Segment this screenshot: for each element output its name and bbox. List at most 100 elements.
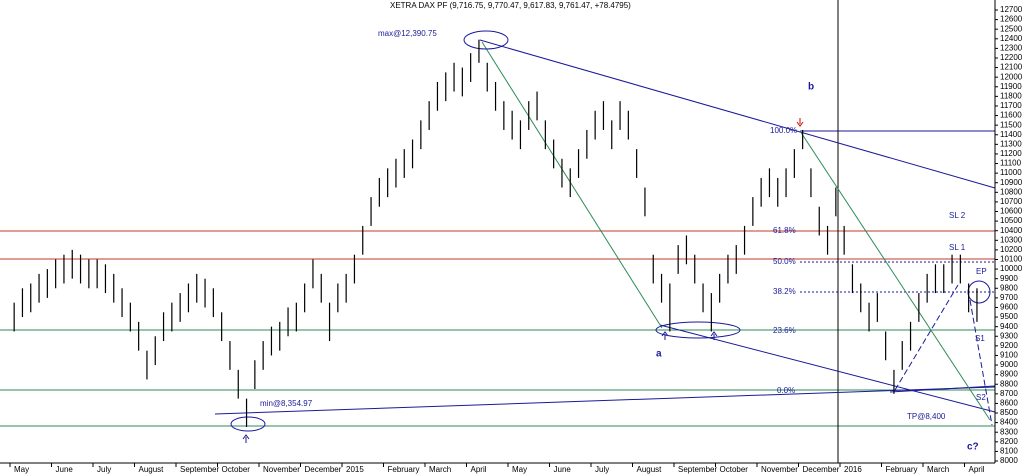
x-tick-label: September [180, 465, 219, 474]
annotation: a [656, 349, 662, 360]
y-tick-label: 8900 [1000, 370, 1018, 379]
y-tick-label: 9400 [1000, 322, 1018, 331]
chart-title: XETRA DAX PF (9,716.75, 9,770.47, 9,617.… [390, 1, 631, 10]
y-tick-label: 8700 [1000, 389, 1018, 398]
y-tick-label: 8600 [1000, 399, 1018, 408]
x-tick-label: 2016 [844, 465, 862, 474]
marker-ellipse [655, 321, 741, 339]
y-tick-label: 12300 [1000, 43, 1023, 52]
y-tick-label: 10700 [1000, 197, 1023, 206]
y-tick-label: 11100 [1000, 159, 1022, 168]
y-tick-label: 12600 [1000, 15, 1023, 24]
fib-label: 50.0% [773, 257, 796, 266]
projection-line [894, 284, 959, 391]
annotation: c? [967, 442, 979, 453]
x-tick-label: April [969, 465, 985, 474]
y-tick-label: 12500 [1000, 24, 1023, 33]
y-tick-label: 11900 [1000, 82, 1022, 91]
arrow [710, 331, 718, 340]
y-tick-label: 11800 [1000, 91, 1022, 100]
y-tick-label: 11300 [1000, 139, 1022, 148]
x-tick-label: November [263, 465, 300, 474]
marker-ellipse [230, 416, 266, 432]
projection-line [969, 299, 993, 426]
y-tick-label: 8200 [1000, 437, 1018, 446]
x-tick-label: 2015 [346, 465, 364, 474]
annotation: TP@8,400 [907, 412, 946, 421]
x-tick-label: April [471, 465, 487, 474]
fib-label: 23.6% [773, 326, 796, 335]
x-tick-label: November [761, 465, 798, 474]
y-tick-label: 11500 [1000, 120, 1022, 129]
x-tick-label: August [139, 465, 165, 474]
y-tick-label: 9800 [1000, 283, 1018, 292]
annotation: SL 2 [949, 211, 966, 220]
y-tick-label: 10900 [1000, 178, 1023, 187]
x-tick-label: May [14, 465, 29, 474]
x-tick-label: December [305, 465, 342, 474]
y-tick-label: 9500 [1000, 312, 1018, 321]
annotation: min@8,354.97 [260, 399, 313, 408]
y-tick-label: 8300 [1000, 427, 1018, 436]
y-tick-label: 9200 [1000, 341, 1018, 350]
x-tick-label: June [56, 465, 74, 474]
x-tick-label: May [512, 465, 527, 474]
annotation: S2 [976, 393, 986, 402]
y-tick-label: 8400 [1000, 418, 1018, 427]
y-tick-label: 11200 [1000, 149, 1022, 158]
x-tick-label: February [886, 465, 918, 474]
fib-label: 100.0% [770, 126, 797, 135]
y-tick-label: 8100 [1000, 447, 1018, 456]
trend-line [659, 324, 996, 413]
marker-circle [967, 280, 991, 304]
x-tick-label: July [97, 465, 111, 474]
y-tick-label: 10500 [1000, 216, 1023, 225]
y-tick-label: 8500 [1000, 408, 1018, 417]
y-tick-label: 11600 [1000, 111, 1022, 120]
y-tick-label: 11700 [1000, 101, 1022, 110]
arrow [661, 331, 669, 340]
y-tick-label: 10100 [1000, 255, 1023, 264]
y-tick-label: 9000 [1000, 360, 1018, 369]
y-tick-label: 11000 [1000, 168, 1022, 177]
y-tick-label: 10800 [1000, 187, 1023, 196]
y-tick-label: 11400 [1000, 130, 1022, 139]
trend-line [889, 385, 996, 393]
y-tick-label: 9600 [1000, 303, 1018, 312]
trend-line [479, 39, 996, 189]
y-tick-label: 10400 [1000, 226, 1023, 235]
y-tick-label: 10600 [1000, 207, 1023, 216]
y-tick-label: 9700 [1000, 293, 1018, 302]
y-tick-label: 10000 [1000, 264, 1023, 273]
fib-label: 61.8% [773, 226, 796, 235]
y-tick-label: 9100 [1000, 351, 1018, 360]
annotation: max@12,390.75 [378, 29, 437, 38]
y-tick-label: 10300 [1000, 235, 1023, 244]
arrow [796, 118, 804, 127]
y-tick-label: 9900 [1000, 274, 1018, 283]
x-tick-label: July [595, 465, 609, 474]
fib-label: 38.2% [773, 287, 796, 296]
arrow [242, 434, 250, 443]
x-tick-label: March [927, 465, 949, 474]
x-tick-label: June [554, 465, 572, 474]
trend-line [481, 41, 663, 329]
y-tick-label: 12700 [1000, 5, 1023, 14]
annotation: S1 [975, 334, 985, 343]
marker-ellipse [463, 30, 509, 50]
trend-line [799, 130, 991, 421]
x-tick-label: August [637, 465, 663, 474]
y-tick-label: 10200 [1000, 245, 1023, 254]
x-tick-label: February [388, 465, 420, 474]
x-tick-label: December [803, 465, 840, 474]
trend-line [214, 386, 996, 415]
y-tick-label: 8800 [1000, 379, 1018, 388]
x-tick-label: October [222, 465, 251, 474]
y-tick-label: 12100 [1000, 63, 1023, 72]
x-tick-label: September [678, 465, 717, 474]
fib-label: 0.0% [777, 386, 795, 395]
y-tick-label: 9300 [1000, 331, 1018, 340]
